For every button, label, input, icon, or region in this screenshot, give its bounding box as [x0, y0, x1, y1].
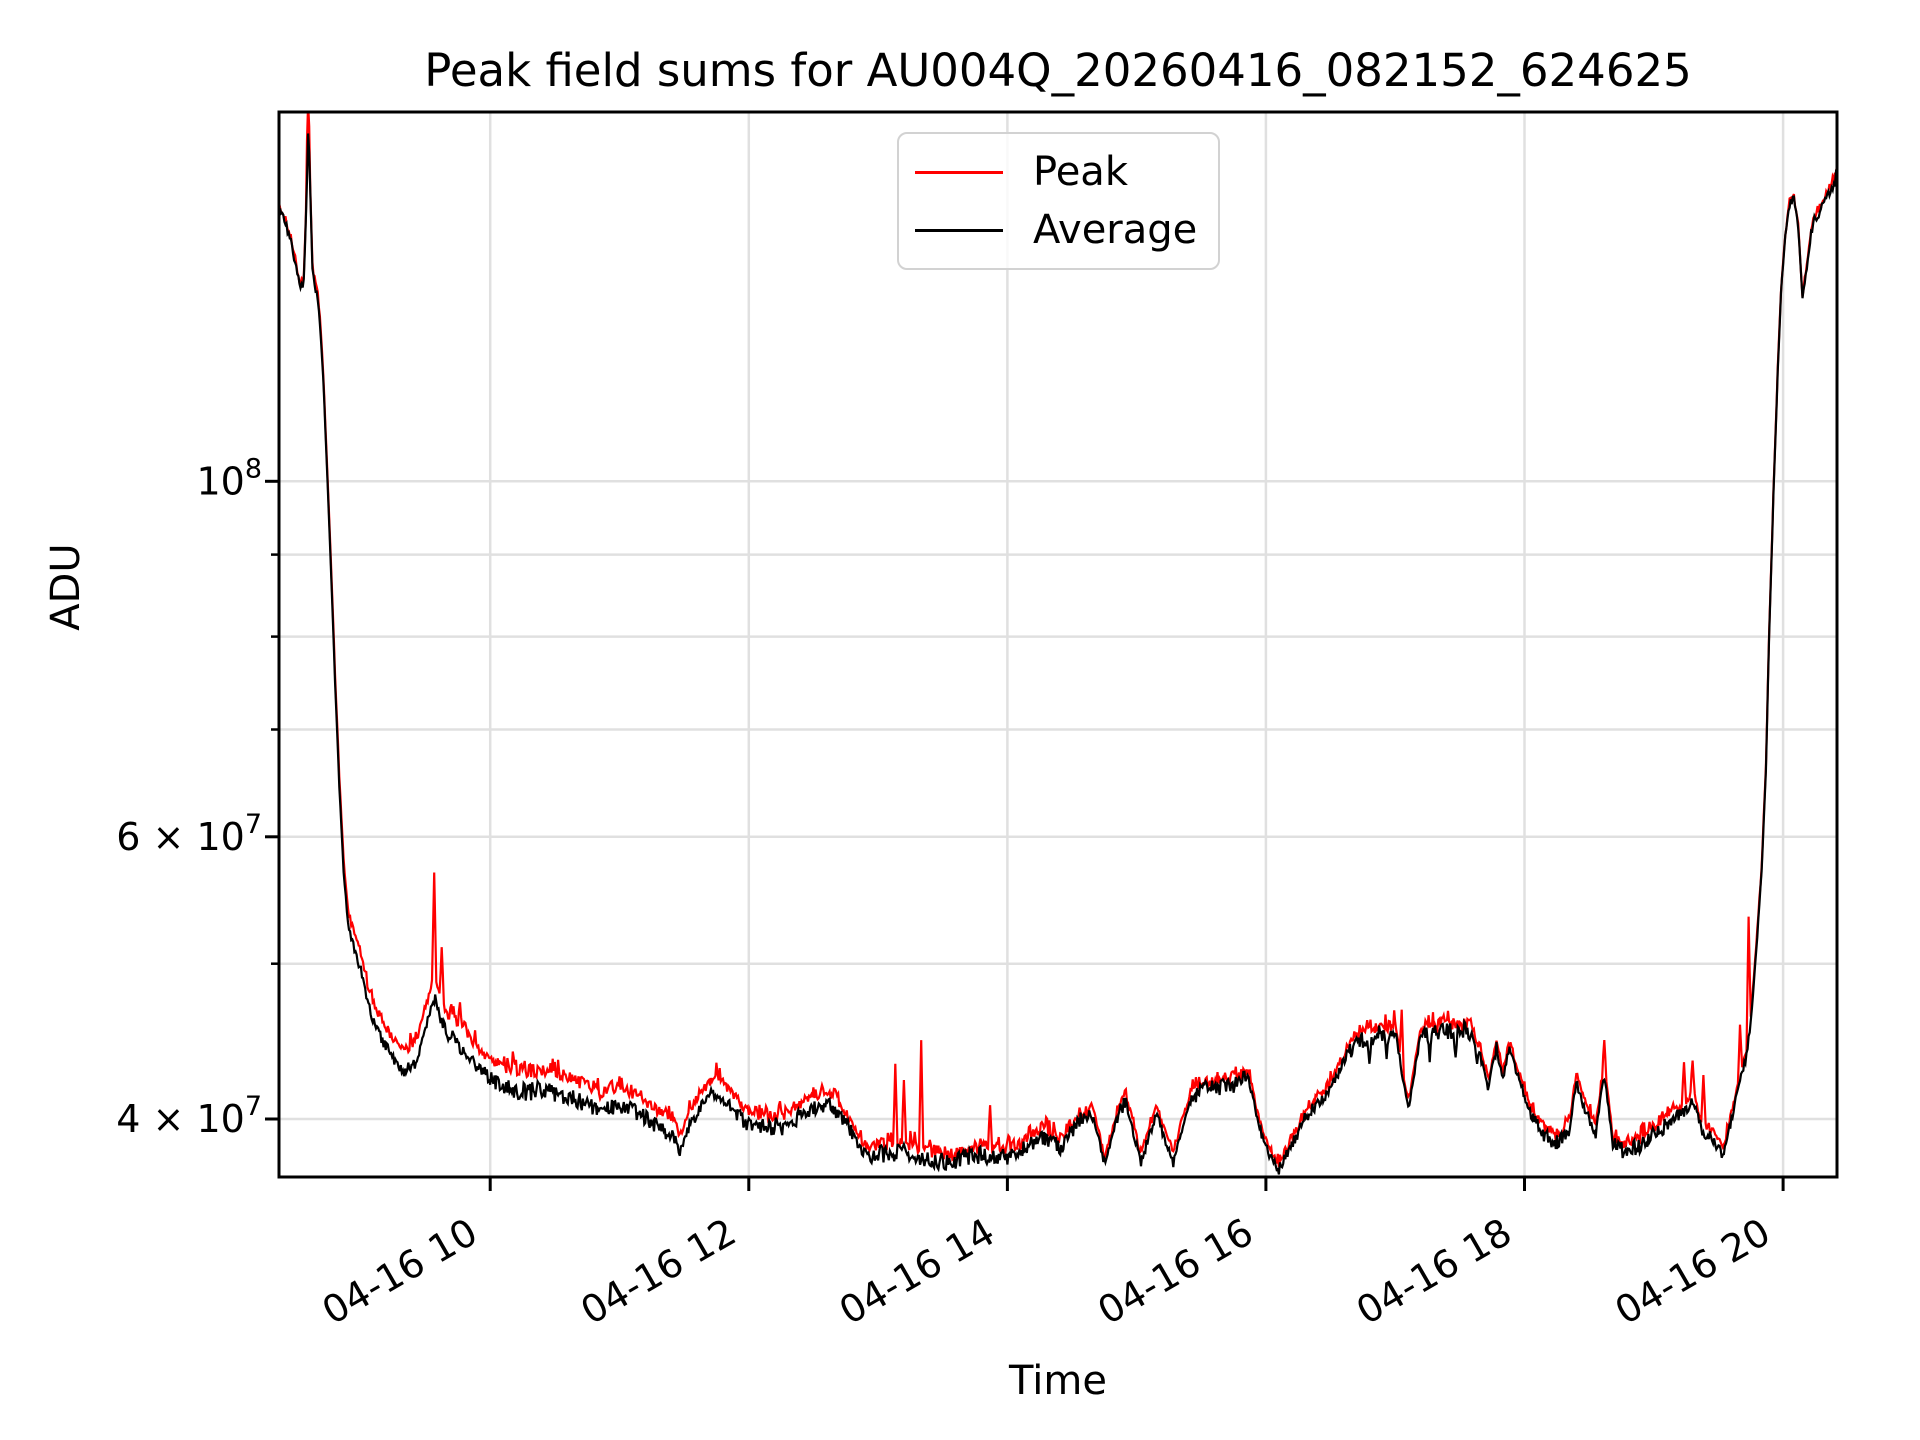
legend-label-average: Average: [1033, 207, 1198, 253]
series-group: [279, 112, 1837, 1175]
legend-item-average: Average: [899, 210, 1218, 250]
x-tick-label: 04-16 14: [832, 1210, 1002, 1334]
chart-title: Peak field sums for AU004Q_20260416_0821…: [424, 44, 1692, 97]
tick-labels: 04-16 10 04-16 12 04-16 14 04-16 16 04-16 18…: [116, 453, 1777, 1333]
y-tick-label: 4 × 107: [116, 1091, 262, 1141]
y-tick-label: 6 × 107: [116, 809, 262, 859]
average-series-line: [279, 133, 1837, 1175]
x-tick-label: 04-16 20: [1608, 1210, 1778, 1334]
gridlines: [279, 112, 1837, 1177]
x-tick-label: 04-16 10: [315, 1210, 485, 1334]
legend-item-peak: Peak: [899, 152, 1218, 192]
legend: Peak Average: [897, 132, 1220, 270]
x-tick-label: 04-16 12: [573, 1210, 743, 1334]
x-tick-label: 04-16 18: [1349, 1210, 1519, 1334]
ticks: [265, 479, 1785, 1191]
x-tick-label: 04-16 16: [1090, 1210, 1260, 1334]
x-axis-label: Time: [1009, 1358, 1107, 1404]
plot-border: [277, 110, 1839, 1179]
y-tick-label: 108: [196, 453, 262, 503]
peak-line-sample: [915, 170, 1003, 174]
legend-label-peak: Peak: [1033, 149, 1128, 195]
average-line-sample: [915, 228, 1003, 232]
